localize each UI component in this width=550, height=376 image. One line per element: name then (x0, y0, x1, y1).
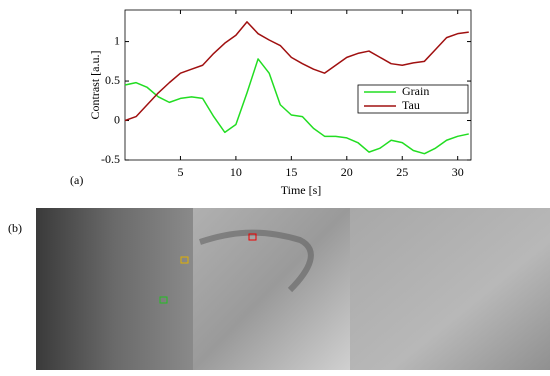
image-tile (350, 208, 550, 370)
y-tick-label: 1 (114, 33, 120, 47)
legend-box (357, 84, 469, 114)
legend-label: Tau (402, 98, 420, 112)
series-line (124, 58, 469, 155)
x-tick-label: 20 (341, 165, 353, 179)
image (36, 208, 550, 370)
panel-label: (a) (70, 173, 83, 187)
x-tick-label: 5 (177, 165, 183, 179)
panel-label: (b) (8, 221, 22, 235)
x-tick-label: 30 (452, 165, 464, 179)
y-tick-label: 0.5 (105, 73, 120, 87)
series-line (124, 21, 469, 122)
y-tick-label: -0.5 (101, 152, 120, 166)
y-axis-label: Contrast [a.u.] (88, 51, 102, 120)
image-feature (199, 229, 314, 293)
y-tick-label: 0 (114, 112, 120, 126)
x-axis-label: Time [s] (281, 183, 322, 197)
image-tile (36, 208, 193, 370)
x-tick-label: 25 (396, 165, 408, 179)
x-tick-label: 10 (230, 165, 242, 179)
roi-marker (159, 296, 168, 304)
x-tick-label: 15 (285, 165, 297, 179)
roi-marker (180, 256, 189, 264)
legend-label: Grain (402, 84, 429, 98)
roi-marker (248, 233, 257, 241)
